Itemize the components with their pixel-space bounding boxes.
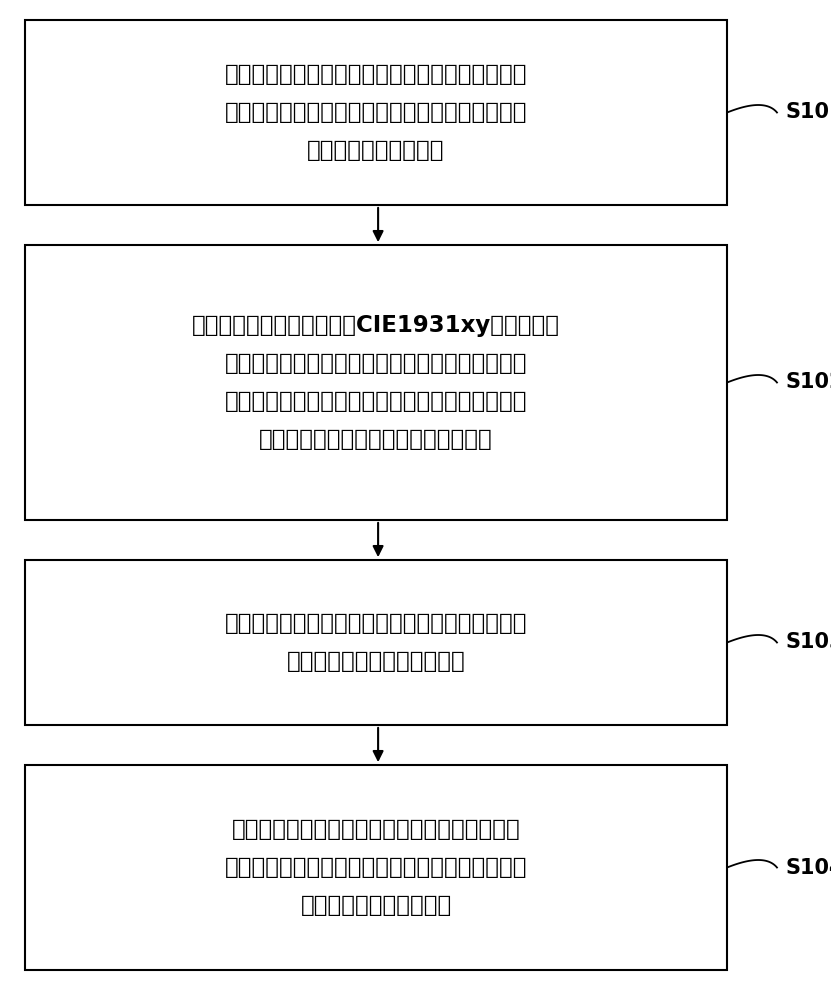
Text: 将所述光谱反射辐射效率等高度图进行二元函数拟: 将所述光谱反射辐射效率等高度图进行二元函数拟: [224, 612, 528, 635]
Text: 应的色域空间，结合所述归一化曲线计算出光谱反: 应的色域空间，结合所述归一化曲线计算出光谱反: [224, 352, 528, 375]
Text: S102: S102: [785, 372, 831, 392]
Text: 反射辐射效率性能的优化: 反射辐射效率性能的优化: [300, 894, 452, 917]
Text: 物体对应的归一化曲线: 物体对应的归一化曲线: [307, 139, 445, 162]
Text: 度，并根据所述等高度图梯度的变化趋势进行光谱: 度，并根据所述等高度图梯度的变化趋势进行光谱: [224, 856, 528, 879]
Text: 根据所述相应物体的拟合函数计算出等高度图梯: 根据所述相应物体的拟合函数计算出等高度图梯: [232, 818, 520, 841]
Text: S101: S101: [785, 103, 831, 122]
Text: S104: S104: [785, 857, 831, 878]
Text: 谱反射曲线的乘积，并进行归一化处理，得到相应: 谱反射曲线的乘积，并进行归一化处理，得到相应: [224, 101, 528, 124]
Text: 合，得到相应物体的拟合函数: 合，得到相应物体的拟合函数: [287, 650, 465, 673]
Text: 计算出明视觉光谱敏感性曲线与相应物体对应的光: 计算出明视觉光谱敏感性曲线与相应物体对应的光: [224, 63, 528, 86]
Bar: [25, 245, 727, 520]
Bar: [25, 560, 727, 725]
Text: 度图上作出光谱反射辐射效率等高度图: 度图上作出光谱反射辐射效率等高度图: [259, 428, 493, 451]
Text: S103: S103: [785, 633, 831, 652]
Text: 射辐射效率，根据所述光谱反射辐射效率在所述色: 射辐射效率，根据所述光谱反射辐射效率在所述色: [224, 390, 528, 413]
Text: 根据预设的三种光色光源在CIE1931xy色度图上对: 根据预设的三种光色光源在CIE1931xy色度图上对: [192, 314, 560, 337]
Bar: [25, 765, 727, 970]
Bar: [25, 20, 727, 205]
